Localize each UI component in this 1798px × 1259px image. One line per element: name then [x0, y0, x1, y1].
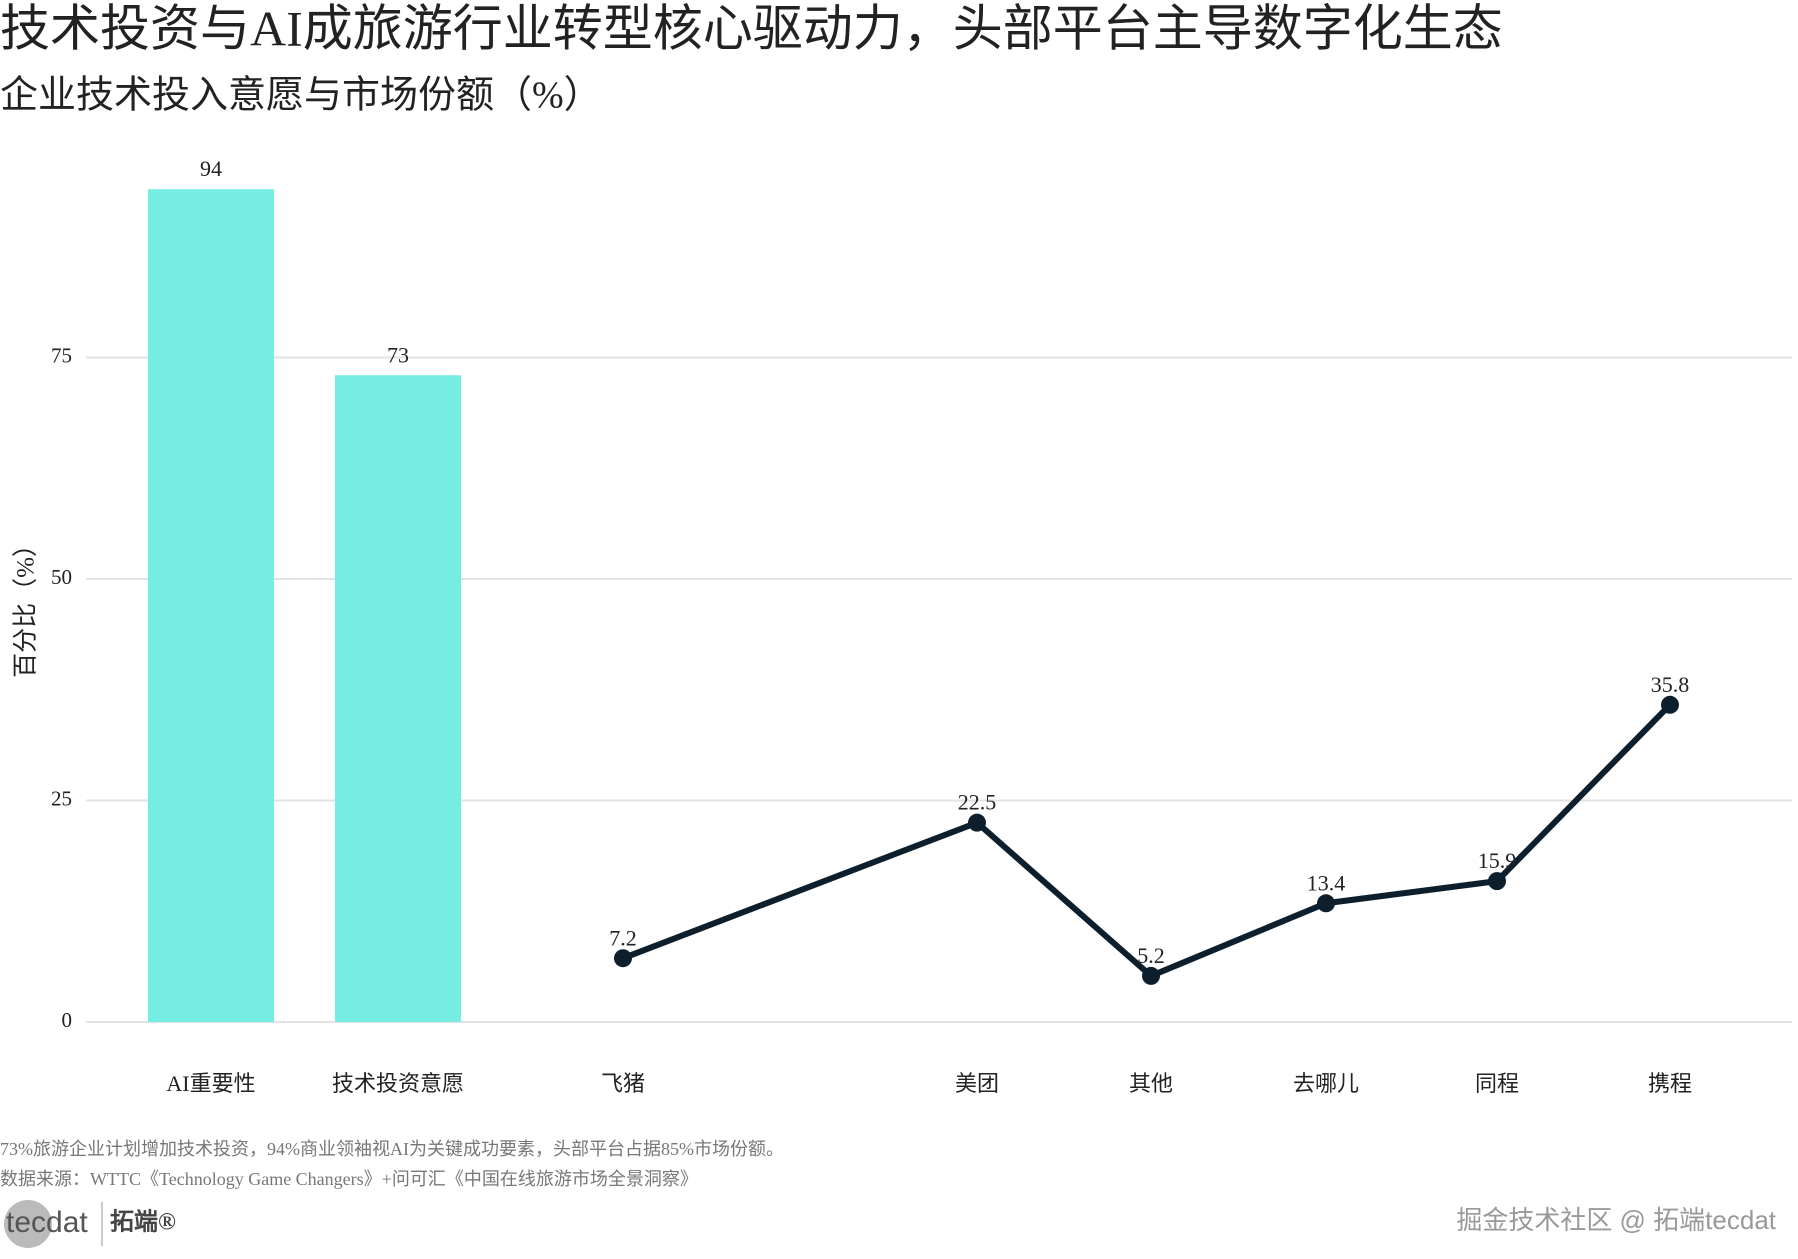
point [1142, 966, 1160, 985]
data-label: 22.5 [958, 790, 997, 815]
x-tick-label: 其他 [1129, 1071, 1173, 1096]
x-tick-label: 同程 [1475, 1071, 1519, 1096]
data-label: 5.2 [1137, 943, 1165, 968]
data-label: 7.2 [609, 925, 637, 950]
x-tick-label: 去哪儿 [1293, 1071, 1359, 1096]
line [621, 702, 1673, 979]
y-tick-label: 0 [62, 1008, 73, 1032]
x-tick-label: 技术投资意愿 [332, 1071, 464, 1096]
y-axis-label: 百分比（%） [12, 532, 40, 678]
x-tick-label: 携程 [1648, 1071, 1692, 1096]
data-label: 15.9 [1478, 848, 1517, 873]
logo-name: 拓端® [110, 1209, 176, 1236]
x-tick-label: AI重要性 [166, 1071, 255, 1096]
point [614, 949, 632, 968]
x-tick-label: 飞猪 [601, 1071, 645, 1096]
bar [148, 189, 274, 1022]
data-label: 94 [200, 156, 222, 181]
watermark: 掘金技术社区 @ 拓端tecdat [1456, 1205, 1776, 1235]
logo-mark: tecdat [6, 1206, 88, 1239]
y-tick-label: 75 [51, 343, 72, 367]
data-label: 73 [387, 342, 409, 367]
point [1661, 695, 1679, 714]
chart-subtitle: 企业技术投入意愿与市场份额（%） [0, 75, 602, 117]
source: 数据来源：WTTC《Technology Game Changers》+问可汇《… [0, 1169, 698, 1189]
data-label: 35.8 [1651, 672, 1690, 697]
logo: tecdat 拓端® [4, 1200, 176, 1248]
x-tick-label: 美团 [955, 1071, 999, 1096]
logo-circle [4, 1200, 52, 1248]
y-tick-label: 25 [51, 786, 72, 810]
bar [335, 375, 461, 1023]
point [1488, 872, 1506, 891]
caption: 73%旅游企业计划增加技术投资，94%商业领袖视AI为关键成功要素，头部平台占据… [0, 1139, 784, 1159]
point [1317, 894, 1335, 913]
data-label: 13.4 [1307, 870, 1346, 895]
point [968, 813, 986, 832]
y-tick-label: 50 [51, 565, 72, 589]
chart-title: 技术投资与AI成旅游行业转型核心驱动力，头部平台主导数字化生态 [0, 0, 1503, 56]
